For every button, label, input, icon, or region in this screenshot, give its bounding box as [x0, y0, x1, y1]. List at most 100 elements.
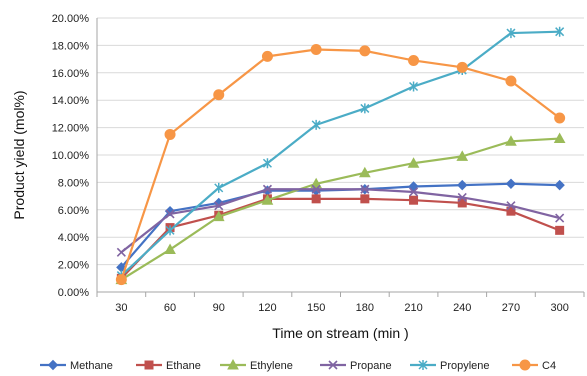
series-group [115, 26, 566, 286]
data-point [409, 81, 419, 92]
x-tick-label: 150 [307, 302, 325, 314]
data-point [408, 187, 419, 197]
data-point [212, 210, 225, 222]
legend-item-c4: C4 [512, 359, 556, 372]
data-point [115, 274, 127, 286]
y-tick-label: 20.00% [52, 13, 90, 25]
data-point [505, 75, 517, 87]
legend-swatch-marker [47, 359, 59, 371]
data-point [310, 44, 322, 56]
y-tick-label: 12.00% [52, 123, 90, 135]
legend-label: Propane [350, 360, 392, 372]
legend-item-propylene: Propylene [410, 360, 490, 372]
data-point [164, 128, 176, 140]
legend-label: C4 [542, 360, 556, 372]
data-point [555, 213, 565, 223]
axes: 0.00% 2.00% 4.00% 6.00% 8.00% 10.00% 12.00% 14.… [52, 13, 585, 314]
series-ethylene [115, 132, 566, 285]
legend-label: Ethylene [250, 360, 293, 372]
x-tick-label: 270 [502, 302, 520, 314]
data-point [457, 198, 467, 208]
legend-swatch-marker [227, 358, 239, 370]
series-line [120, 137, 560, 281]
y-tick-label: 10.00% [52, 150, 90, 162]
data-point [408, 54, 420, 66]
data-point [409, 195, 419, 205]
y-tick-label: 6.00% [58, 205, 89, 217]
legend-label: Methane [70, 360, 113, 372]
data-point [116, 247, 126, 257]
x-tick-label: 120 [258, 302, 276, 314]
x-tick-label: 210 [404, 302, 422, 314]
legend-item-methane: Methane [40, 359, 113, 372]
data-point [505, 135, 517, 146]
legend-item-ethane: Ethane [136, 360, 201, 372]
legend: Methane Ethane Ethylene Propane Propylene C4 [40, 358, 556, 372]
data-point [457, 192, 467, 203]
y-tick-label: 4.00% [58, 232, 89, 244]
data-point [214, 182, 224, 193]
series-line [120, 48, 561, 281]
data-point [214, 201, 224, 211]
data-point [506, 206, 516, 216]
data-point [505, 178, 517, 189]
data-point [261, 194, 274, 205]
data-point [359, 45, 371, 57]
legend-item-ethylene: Ethylene [220, 358, 293, 372]
data-point [360, 103, 370, 114]
legend-item-propane: Propane [320, 360, 392, 372]
data-point [311, 119, 321, 130]
x-tick-label: 240 [453, 302, 471, 314]
legend-swatch-marker [418, 360, 428, 370]
y-axis-title: Product yield (mol%) [11, 90, 27, 219]
data-point [360, 194, 370, 204]
series-propane [116, 184, 565, 257]
data-point [360, 184, 370, 194]
legend-label: Propylene [440, 360, 490, 372]
legend-label: Ethane [166, 360, 201, 372]
y-tick-label: 14.00% [52, 95, 90, 107]
data-point [506, 28, 516, 39]
data-point [213, 89, 225, 101]
y-tick-label: 2.00% [58, 260, 89, 272]
x-tick-label: 300 [550, 302, 568, 314]
series-line [120, 182, 560, 269]
data-point [407, 157, 420, 168]
legend-swatch-marker [519, 359, 531, 371]
data-point [165, 209, 175, 219]
data-point [359, 166, 371, 178]
legend-swatch-marker [328, 360, 338, 370]
legend-swatch-marker [144, 360, 154, 370]
data-point [261, 50, 273, 62]
data-point [456, 61, 468, 73]
x-axis-title: Time on stream (min ) [272, 325, 408, 341]
series-line [120, 30, 560, 277]
data-point [457, 179, 468, 191]
data-point [262, 158, 272, 169]
series-c4 [115, 44, 566, 286]
data-point [555, 225, 565, 235]
data-point [310, 177, 322, 189]
data-point [554, 179, 565, 191]
y-tick-label: 8.00% [58, 177, 89, 189]
data-point [555, 26, 565, 37]
series-methane [116, 178, 565, 273]
y-tick-label: 16.00% [52, 68, 90, 80]
data-point [311, 194, 321, 204]
x-tick-label: 60 [164, 302, 176, 314]
series-line [120, 197, 561, 280]
y-tick-label: 0.00% [58, 287, 89, 299]
x-tick-label: 30 [115, 302, 127, 314]
data-point [553, 132, 566, 144]
x-tick-label: 90 [213, 302, 225, 314]
data-point [506, 201, 516, 211]
data-point [165, 225, 175, 236]
data-point [164, 243, 176, 255]
data-point [456, 150, 469, 161]
x-tick-label: 180 [356, 302, 374, 314]
data-point [554, 112, 566, 124]
data-point [262, 184, 273, 194]
axis-labels: Product yield (mol%) Time on stream (min… [11, 90, 409, 341]
